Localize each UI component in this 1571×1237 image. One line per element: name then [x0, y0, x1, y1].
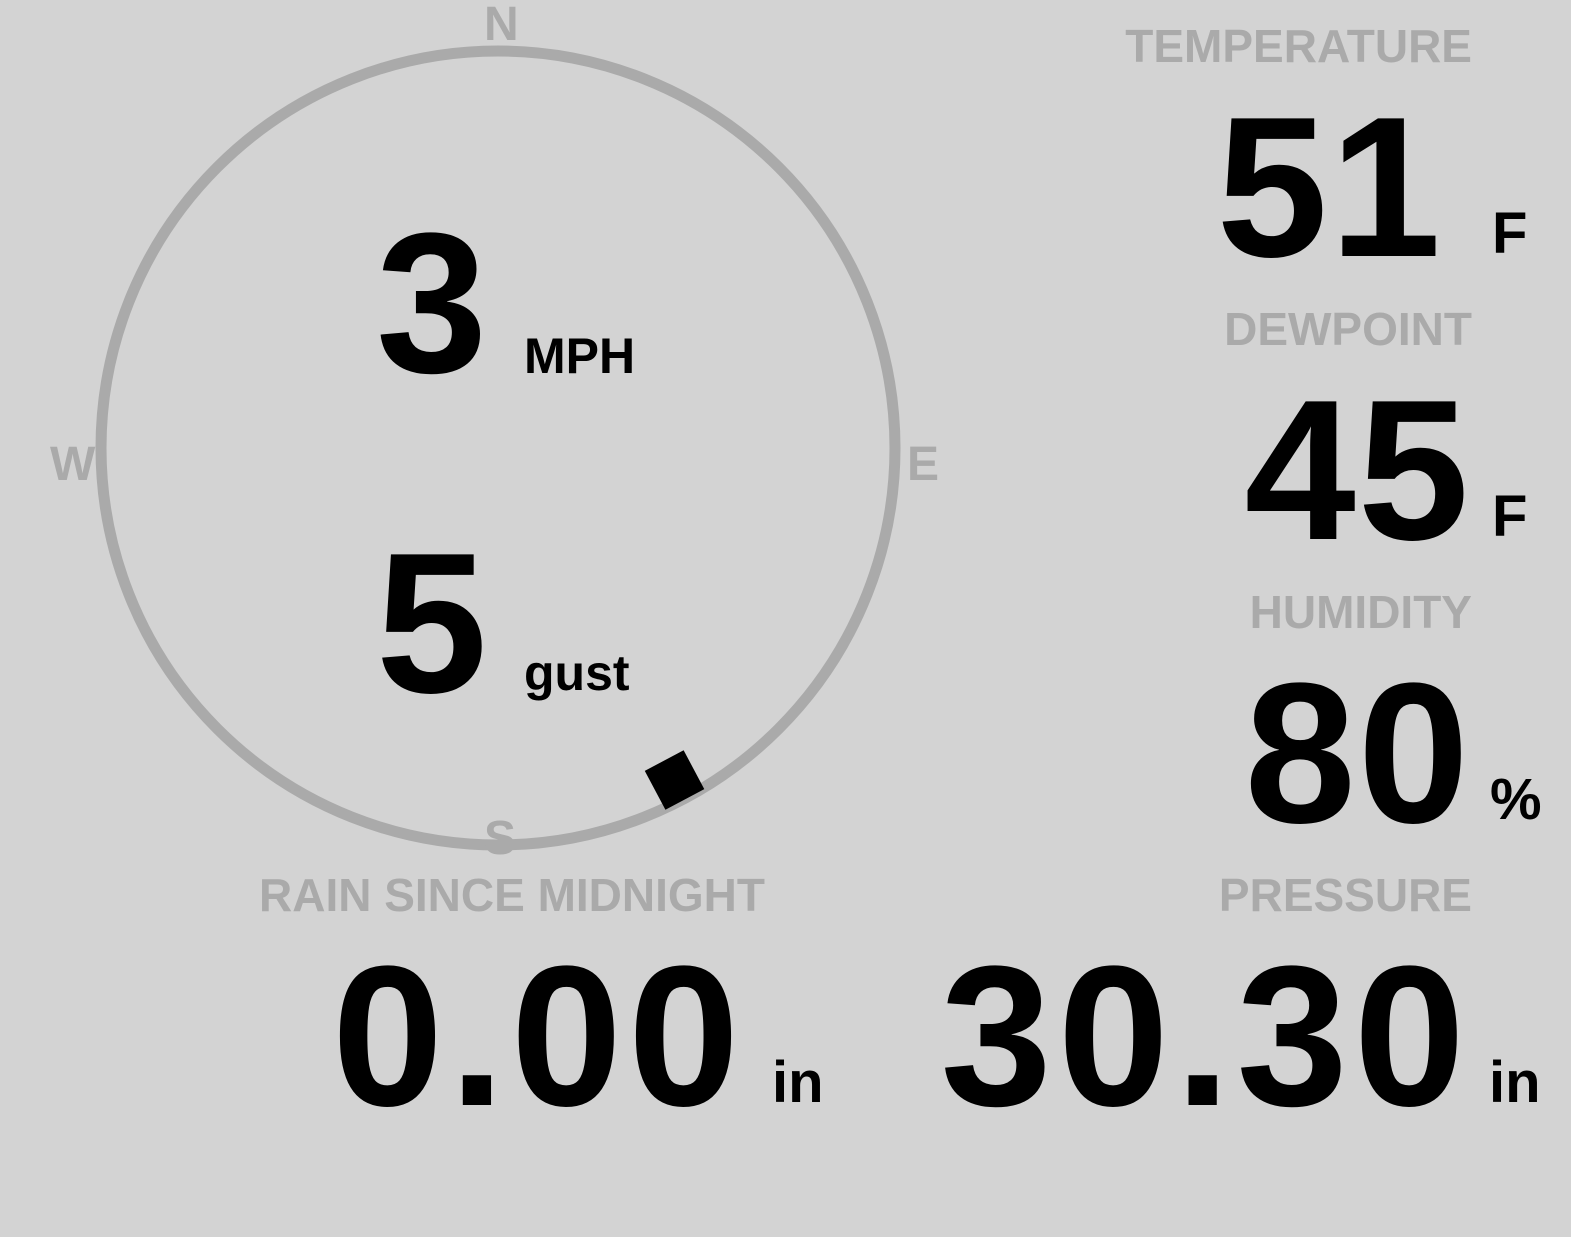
compass-east-label: E [907, 438, 940, 491]
humidity-value: 80 [1244, 642, 1471, 865]
dewpoint-value: 45 [1244, 359, 1471, 582]
pressure-unit: in [1489, 1050, 1541, 1115]
humidity-unit: % [1490, 767, 1542, 832]
compass-north-label: N [484, 0, 519, 51]
dewpoint-unit: F [1492, 484, 1528, 549]
pressure-label: PRESSURE [1218, 869, 1472, 921]
wind-direction-marker [644, 750, 705, 810]
compass-ring [95, 45, 901, 851]
gust-unit: gust [524, 645, 630, 701]
wind-speed-unit: MPH [524, 328, 636, 384]
dewpoint-label: DEWPOINT [1224, 303, 1472, 355]
gust-value: 5 [376, 512, 490, 735]
compass-west-label: W [50, 438, 96, 491]
pressure-value: 30.30 [940, 925, 1471, 1148]
humidity-label: HUMIDITY [1249, 586, 1472, 638]
temperature-label: TEMPERATURE [1125, 20, 1472, 72]
temperature-value: 51 [1216, 76, 1443, 299]
wind-speed-value: 3 [376, 192, 490, 415]
rain-unit: in [772, 1050, 824, 1115]
compass-south-label: S [484, 812, 517, 865]
rain-value: 0.00 [332, 925, 746, 1148]
temperature-unit: F [1492, 201, 1528, 266]
rain-label: RAIN SINCE MIDNIGHT [259, 869, 765, 921]
